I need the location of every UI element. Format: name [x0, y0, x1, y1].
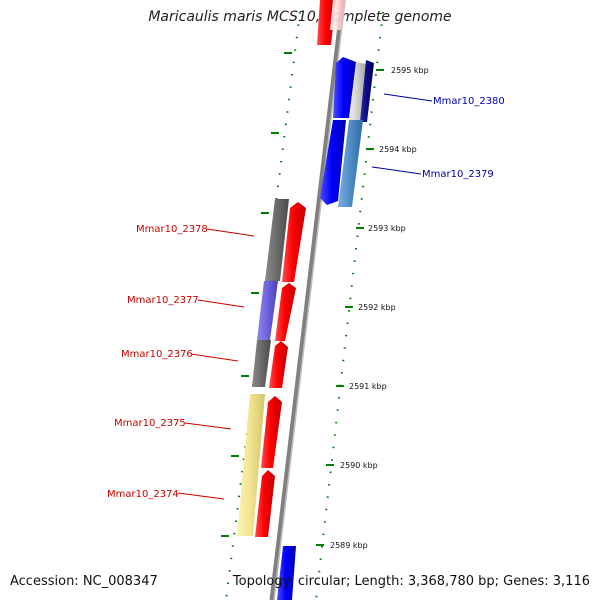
topology-text: Topology: circular; Length: 3,368,780 bp… — [232, 574, 590, 589]
gene-forward-red-2375[interactable] — [261, 396, 282, 468]
gene-label-2374[interactable]: Mmar10_2374 — [107, 489, 179, 500]
backbone-line — [269, 0, 346, 600]
gene-top-forward-highlight — [330, 0, 345, 30]
gene-reverse-steel[interactable] — [338, 120, 363, 207]
gene-bottom-reverse[interactable] — [277, 546, 296, 600]
tick-label-2591: 2591 kbp — [349, 382, 387, 391]
accession-text: Accession: NC_008347 — [10, 574, 158, 589]
gene-forward-red-2374[interactable] — [255, 470, 275, 537]
tick-label-2589: 2589 kbp — [330, 541, 368, 550]
tick-label-2595: 2595 kbp — [391, 66, 429, 75]
gene-top-forward[interactable] — [317, 0, 336, 45]
gene-track-purple[interactable] — [257, 281, 278, 340]
gene-label-2379[interactable]: Mmar10_2379 — [422, 169, 494, 180]
gene-forward-red-2377[interactable] — [275, 283, 296, 341]
gene-reverse-navy[interactable] — [360, 60, 374, 122]
gene-reverse-blue-upper[interactable] — [333, 57, 356, 118]
gene-track-darkgray-lower[interactable] — [252, 340, 271, 387]
gene-forward-red-2378[interactable] — [282, 202, 306, 282]
gene-label-2380[interactable]: Mmar10_2380 — [433, 96, 505, 107]
tick-label-2593: 2593 kbp — [368, 224, 406, 233]
gene-label-2376[interactable]: Mmar10_2376 — [121, 349, 193, 360]
gene-reverse-blue-lower[interactable] — [320, 120, 346, 205]
gene-label-2378[interactable]: Mmar10_2378 — [136, 224, 208, 235]
label-connectors — [177, 93, 433, 500]
tick-label-2594: 2594 kbp — [379, 145, 417, 154]
tick-label-2590: 2590 kbp — [340, 461, 378, 470]
tick-label-2592: 2592 kbp — [358, 303, 396, 312]
map-title: Maricaulis maris MCS10, complete genome — [148, 9, 452, 25]
inner-track-marks — [221, 52, 292, 537]
gene-forward-red-2376[interactable] — [269, 341, 288, 388]
backbone-highlight — [273, 0, 346, 600]
gene-label-2375[interactable]: Mmar10_2375 — [114, 418, 186, 429]
gene-label-2377[interactable]: Mmar10_2377 — [127, 295, 199, 306]
gene-track-darkgray-upper[interactable] — [265, 199, 289, 281]
scale-ticks — [316, 69, 384, 546]
gene-track-yellow[interactable] — [237, 394, 265, 536]
